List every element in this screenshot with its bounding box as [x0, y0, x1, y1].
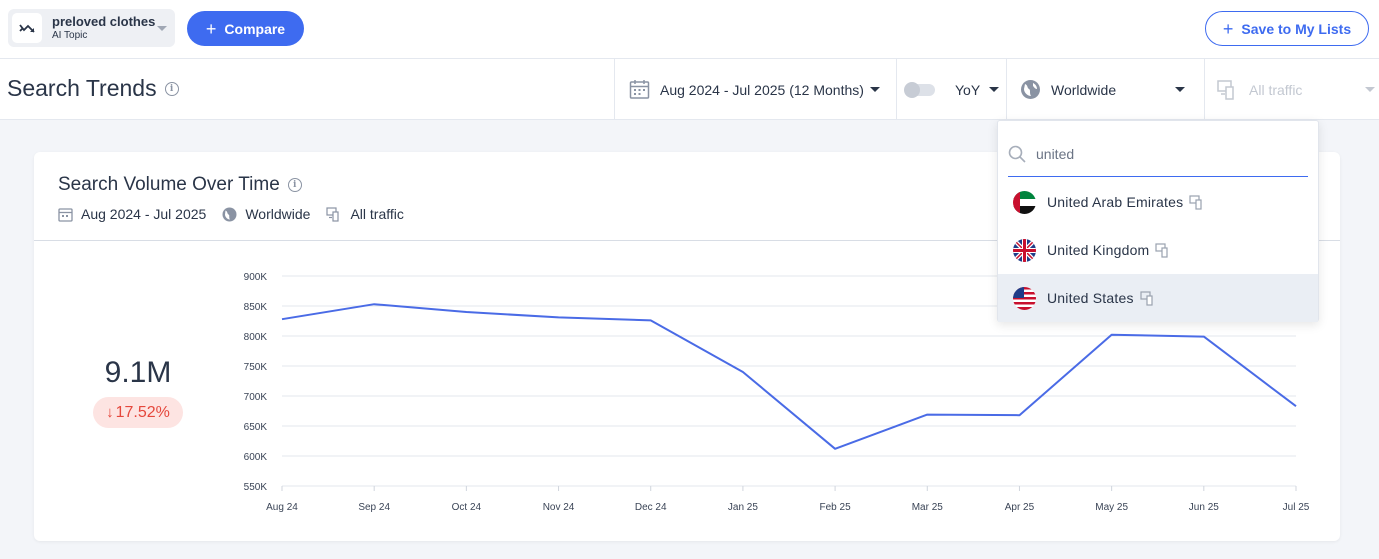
y-tick-label: 700K	[244, 392, 268, 403]
region-search-input[interactable]	[1036, 145, 1286, 162]
compare-mode-value: YoY	[955, 81, 981, 98]
region-option-uae[interactable]: United Arab Emirates	[998, 178, 1318, 226]
y-tick-label: 650K	[244, 422, 268, 433]
region-filter[interactable]: Worldwide	[1006, 59, 1204, 120]
uae-flag-icon	[1013, 190, 1036, 214]
x-tick-label: Dec 24	[635, 502, 667, 513]
y-tick-label: 750K	[244, 362, 268, 373]
plus-icon: +	[205, 18, 217, 39]
devices-icon	[1189, 194, 1205, 210]
divider	[34, 240, 1340, 241]
y-tick-label: 600K	[244, 452, 268, 463]
x-tick-label: Jul 25	[1283, 502, 1310, 513]
region-option-uk[interactable]: United Kingdom	[998, 226, 1318, 274]
y-tick-label: 850K	[244, 302, 268, 313]
traffic-filter[interactable]: All traffic	[1204, 59, 1379, 120]
change-value: 17.52%	[115, 403, 170, 421]
devices-icon	[1155, 242, 1171, 258]
chevron-down-icon	[157, 26, 167, 31]
x-tick-label: Nov 24	[543, 502, 575, 513]
x-tick-label: Jan 25	[728, 502, 758, 513]
plus-icon: +	[1222, 18, 1234, 39]
devices-icon	[1217, 79, 1239, 100]
globe-icon	[1020, 79, 1041, 100]
calendar-icon	[58, 207, 73, 222]
chevron-down-icon	[989, 87, 1000, 92]
x-tick-label: May 25	[1095, 502, 1128, 513]
series-line	[281, 303, 1297, 450]
meta-region: Worldwide	[245, 206, 311, 222]
devices-icon	[326, 206, 340, 222]
page-title-text: Search Trends	[7, 75, 157, 101]
x-tick-label: Feb 25	[820, 502, 852, 513]
date-range-filter[interactable]: Aug 2024 - Jul 2025 (12 Months)	[614, 59, 896, 120]
x-tick-label: Mar 25	[912, 502, 944, 513]
x-tick-label: Apr 25	[1005, 502, 1035, 513]
change-badge: ↓ 17.52%	[93, 397, 183, 428]
globe-icon	[222, 207, 237, 221]
info-icon[interactable]: i	[164, 81, 179, 96]
region-dropdown: United Arab Emirates United Kingdom Unit…	[997, 120, 1319, 322]
calendar-icon	[629, 79, 650, 100]
uk-flag-icon	[1013, 238, 1036, 262]
topic-selector[interactable]: preloved clothes AI Topic	[8, 9, 175, 47]
x-tick-label: Aug 24	[266, 502, 298, 513]
arrow-down-icon: ↓	[106, 404, 114, 421]
trend-icon	[12, 13, 42, 43]
chevron-down-icon	[1175, 87, 1185, 92]
region-option-label: United Kingdom	[1047, 242, 1150, 258]
x-tick-label: Jun 25	[1189, 502, 1219, 513]
meta-date: Aug 2024 - Jul 2025	[81, 206, 207, 222]
y-tick-label: 800K	[244, 332, 268, 343]
topic-subtitle: AI Topic	[52, 30, 88, 41]
chevron-down-icon	[869, 87, 880, 92]
x-tick-label: Sep 24	[358, 502, 390, 513]
search-icon	[1008, 145, 1026, 163]
page-title: Search Trends i	[7, 75, 179, 102]
card-title-text: Search Volume Over Time	[58, 174, 280, 195]
chevron-down-icon	[1365, 87, 1375, 92]
region-option-label: United States	[1047, 290, 1134, 306]
yoy-toggle-filter[interactable]: YoY	[896, 59, 1006, 120]
compare-label: Compare	[224, 20, 286, 37]
card-title: Search Volume Over Time i	[58, 174, 302, 196]
info-icon[interactable]: i	[287, 178, 302, 192]
save-label: Save to My Lists	[1241, 20, 1352, 37]
x-tick-label: Oct 24	[452, 502, 482, 513]
date-range-value: Aug 2024 - Jul 2025 (12 Months)	[660, 81, 864, 98]
header-bar: Search Trends i Aug 2024 - Jul 2025 (12 …	[0, 59, 1379, 120]
devices-icon	[1140, 290, 1156, 306]
topic-title: preloved clothes	[52, 14, 156, 29]
region-option-label: United Arab Emirates	[1047, 194, 1184, 210]
compare-button[interactable]: + Compare	[187, 11, 304, 46]
us-flag-icon	[1013, 286, 1036, 310]
region-search	[1008, 131, 1308, 177]
search-volume-chart: 550K 600K 650K 700K 750K 800K 850K 900K Aug 24 Se…	[244, 272, 1310, 513]
meta-traffic: All traffic	[350, 206, 404, 222]
yoy-toggle[interactable]	[904, 81, 935, 98]
traffic-value: All traffic	[1249, 81, 1303, 98]
region-value: Worldwide	[1051, 81, 1117, 98]
total-volume-value: 9.1M	[104, 356, 172, 389]
card-meta: Aug 2024 - Jul 2025 Worldwide All traffi…	[58, 206, 412, 222]
y-tick-label: 900K	[244, 272, 268, 283]
top-bar: preloved clothes AI Topic + Compare + Sa…	[0, 0, 1379, 59]
y-tick-label: 550K	[244, 482, 268, 493]
save-to-lists-button[interactable]: + Save to My Lists	[1205, 11, 1369, 46]
region-option-us[interactable]: United States	[998, 274, 1318, 322]
